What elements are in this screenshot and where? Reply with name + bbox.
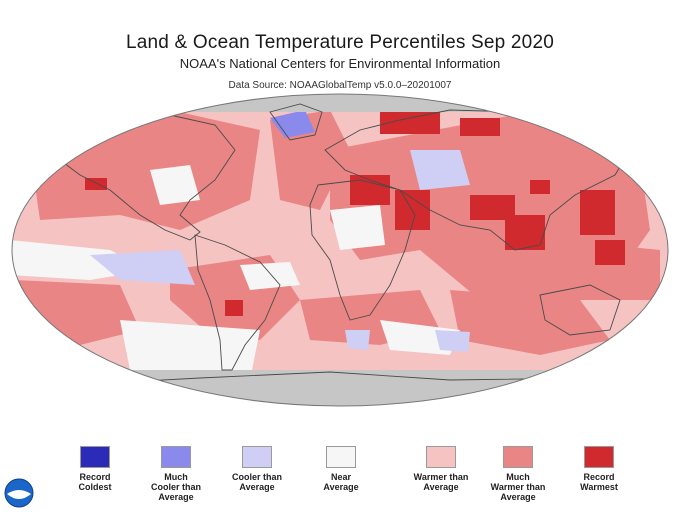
legend-item-much-cooler: Much Cooler than Average (131, 446, 221, 502)
legend-swatch (503, 446, 533, 468)
legend-label: Warmer than Average (413, 472, 469, 492)
legend-swatch (80, 446, 110, 468)
legend-swatch (161, 446, 191, 468)
data-source-label: Data Source: NOAAGlobalTemp v5.0.0–20201… (228, 80, 452, 91)
map-subtitle: NOAA's National Centers for Environmenta… (179, 56, 501, 71)
legend-swatch (584, 446, 614, 468)
legend-item-record-warmest: Record Warmest (554, 446, 644, 492)
map-title: Land & Ocean Temperature Percentiles Sep… (126, 32, 554, 53)
antarctic-no-data (12, 370, 668, 406)
arctic-no-data (12, 94, 668, 112)
legend-item-near-average: Near Average (296, 446, 386, 492)
legend-item-cooler: Cooler than Average (212, 446, 302, 492)
legend-swatch (426, 446, 456, 468)
legend-item-much-warmer: Much Warmer than Average (473, 446, 563, 502)
legend-label: Much Cooler than Average (150, 472, 201, 502)
legend-label: Near Average (323, 472, 359, 492)
legend-label: Record Warmest (580, 472, 618, 492)
globe-outline (11, 93, 669, 407)
cooler-regions (90, 150, 470, 352)
legend-item-record-coldest: Record Coldest (50, 446, 140, 492)
legend-swatch (242, 446, 272, 468)
much-cooler-regions (270, 110, 315, 138)
noaa-logo-icon (4, 478, 34, 508)
legend-item-warmer: Warmer than Average (396, 446, 486, 492)
legend-label: Cooler than Average (231, 472, 282, 492)
legend-label: Record Coldest (78, 472, 112, 492)
near-average-regions (12, 165, 460, 380)
legend-swatch (326, 446, 356, 468)
legend-label: Much Warmer than Average (490, 472, 546, 502)
